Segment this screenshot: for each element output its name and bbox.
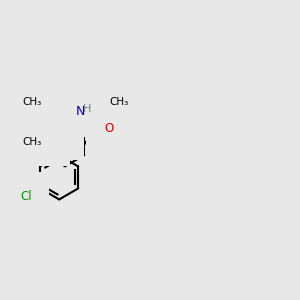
Text: O: O — [43, 135, 52, 148]
Text: CH₃: CH₃ — [23, 137, 42, 147]
Text: O: O — [104, 122, 113, 134]
Text: CH₃: CH₃ — [109, 97, 128, 107]
Text: H: H — [83, 103, 92, 113]
Text: O: O — [43, 96, 52, 109]
Text: N: N — [76, 105, 85, 118]
Text: CH₃: CH₃ — [23, 97, 42, 107]
Text: N: N — [56, 128, 65, 141]
Text: Cl: Cl — [20, 190, 32, 203]
